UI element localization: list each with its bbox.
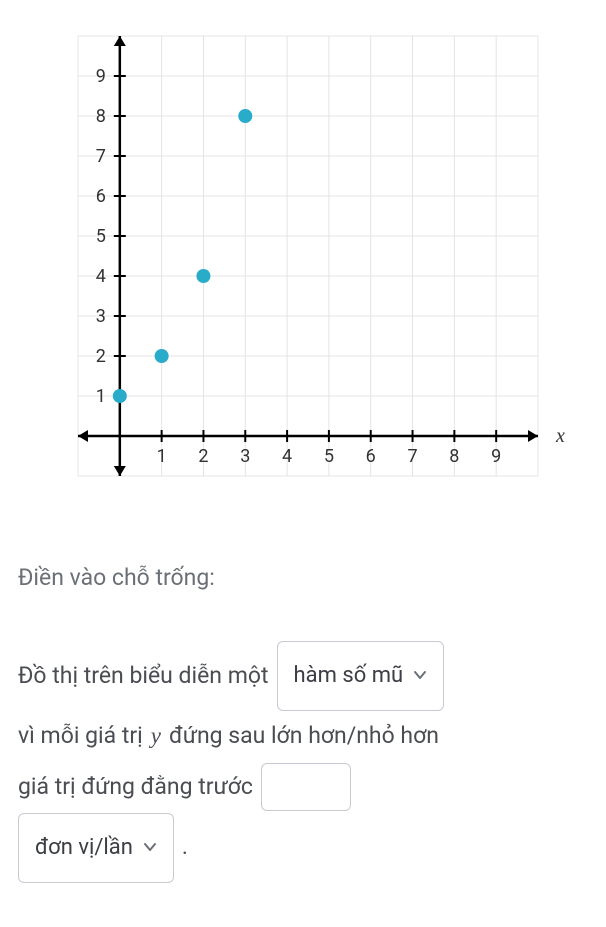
- svg-text:2: 2: [96, 346, 106, 367]
- svg-text:9: 9: [96, 66, 106, 87]
- svg-text:2: 2: [198, 446, 208, 467]
- value-input[interactable]: [261, 763, 351, 811]
- chevron-down-icon: [413, 652, 427, 700]
- sentence-part2a: vì mỗi giá trị: [18, 711, 143, 762]
- svg-text:7: 7: [96, 146, 106, 167]
- svg-text:3: 3: [240, 446, 250, 467]
- svg-text:5: 5: [96, 226, 106, 247]
- svg-text:4: 4: [282, 446, 292, 467]
- unit-select[interactable]: đơn vị/lần: [18, 813, 174, 883]
- sentence-part1: Đồ thị trên biểu diễn một: [18, 651, 269, 702]
- function-type-value: hàm số mũ: [294, 652, 404, 700]
- y-variable: y: [151, 711, 161, 762]
- svg-text:6: 6: [96, 186, 106, 207]
- svg-text:3: 3: [96, 306, 106, 327]
- unit-select-value: đơn vị/lần: [35, 824, 133, 872]
- svg-text:8: 8: [449, 446, 459, 467]
- svg-text:9: 9: [491, 446, 501, 467]
- svg-text:1: 1: [157, 446, 167, 467]
- chevron-down-icon: [143, 824, 157, 872]
- svg-text:8: 8: [96, 106, 106, 127]
- sentence-part2b: đứng sau lớn hơn/nhỏ hơn: [169, 711, 439, 762]
- svg-text:5: 5: [324, 446, 334, 467]
- svg-text:4: 4: [96, 266, 106, 287]
- svg-text:6: 6: [366, 446, 376, 467]
- svg-text:7: 7: [407, 446, 417, 467]
- svg-text:1: 1: [96, 386, 106, 407]
- svg-text:x: x: [555, 425, 565, 447]
- scatter-chart: 1 2 3 4 5 6 7 8 9 1 2 3 4 5 6 7 8 9 x: [23, 16, 583, 536]
- chart-svg: 1 2 3 4 5 6 7 8 9 1 2 3 4 5 6 7 8 9 x: [23, 16, 583, 536]
- fill-sentence: Đồ thị trên biểu diễn một hàm số mũ vì m…: [18, 641, 590, 883]
- sentence-period: .: [182, 822, 188, 873]
- function-type-select[interactable]: hàm số mũ: [277, 641, 445, 711]
- sentence-part3: giá trị đứng đằng trước: [18, 762, 253, 813]
- fill-prompt: Điền vào chỗ trống:: [18, 564, 590, 591]
